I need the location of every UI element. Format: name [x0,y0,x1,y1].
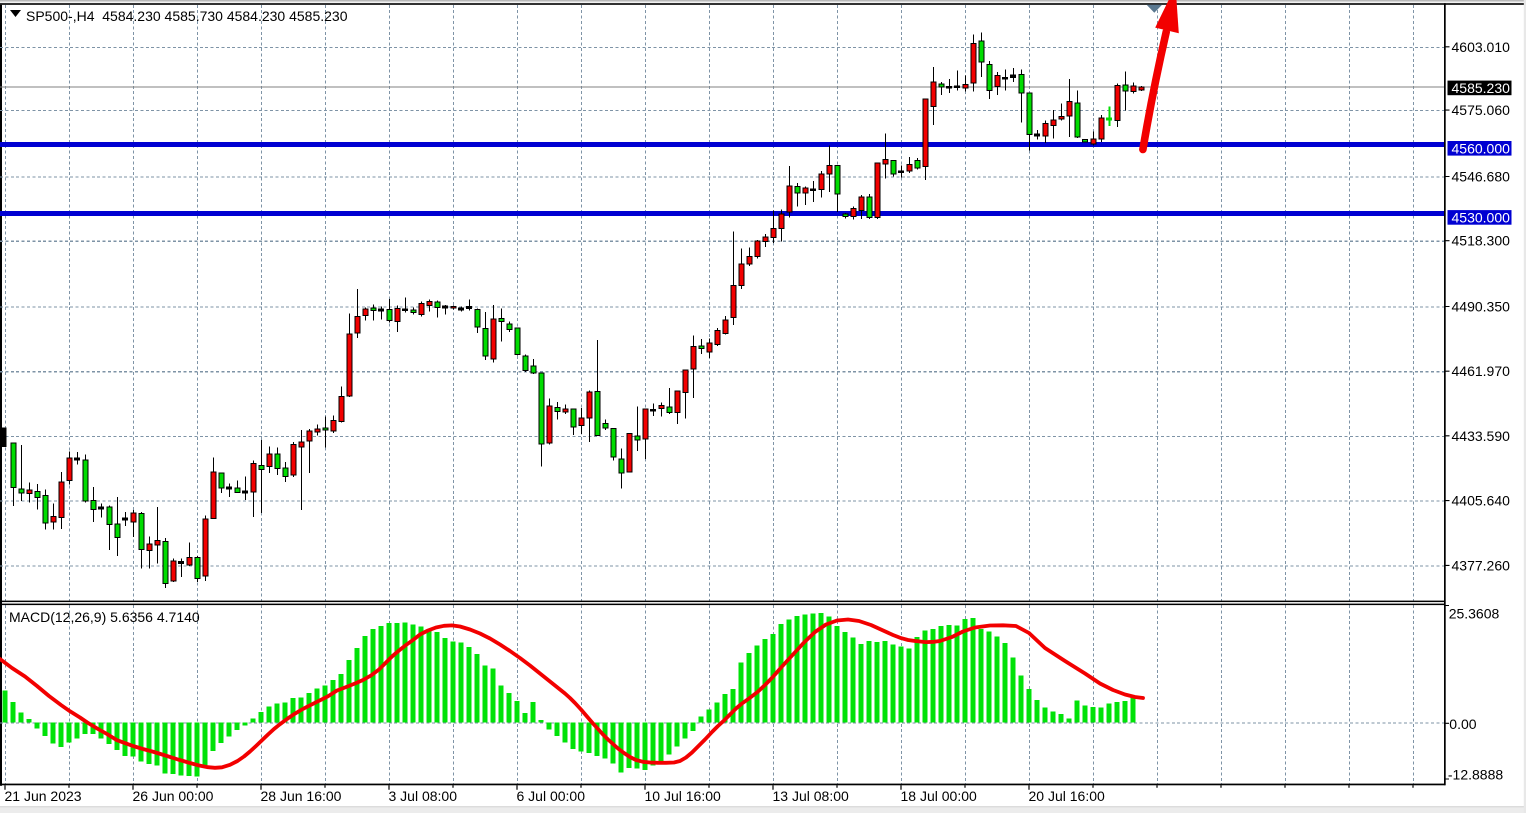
svg-text:0.00: 0.00 [1449,716,1476,732]
svg-text:4560.000: 4560.000 [1452,140,1511,156]
svg-text:4546.680: 4546.680 [1452,169,1511,185]
svg-text:4433.590: 4433.590 [1452,428,1511,444]
svg-text:25.3608: 25.3608 [1449,606,1500,622]
svg-text:18 Jul 00:00: 18 Jul 00:00 [901,788,977,804]
svg-text:13 Jul 08:00: 13 Jul 08:00 [773,788,849,804]
svg-text:4490.350: 4490.350 [1452,299,1511,315]
svg-text:20 Jul 16:00: 20 Jul 16:00 [1029,788,1105,804]
svg-text:10 Jul 16:00: 10 Jul 16:00 [645,788,721,804]
svg-text:26 Jun 00:00: 26 Jun 00:00 [133,788,214,804]
svg-text:6 Jul 00:00: 6 Jul 00:00 [517,788,586,804]
svg-text:21 Jun 2023: 21 Jun 2023 [5,788,82,804]
svg-text:-12.8888: -12.8888 [1448,767,1503,783]
svg-text:4377.260: 4377.260 [1452,557,1511,573]
svg-text:4461.970: 4461.970 [1452,363,1511,379]
svg-text:4603.010: 4603.010 [1452,39,1511,55]
svg-text:4530.000: 4530.000 [1452,209,1511,225]
svg-text:28 Jun 16:00: 28 Jun 16:00 [261,788,342,804]
svg-text:MACD(12,26,9) 5.6356 4.7140: MACD(12,26,9) 5.6356 4.7140 [9,609,200,625]
svg-text:4518.300: 4518.300 [1452,233,1511,249]
svg-text:4405.640: 4405.640 [1452,493,1511,509]
svg-text:4585.230: 4585.230 [1452,80,1511,96]
svg-text:SP500-,H4 4584.230 4585.730 4: SP500-,H4 4584.230 4585.730 4584.230 458… [26,8,348,24]
svg-text:3 Jul 08:00: 3 Jul 08:00 [389,788,458,804]
svg-text:4575.060: 4575.060 [1452,102,1511,118]
